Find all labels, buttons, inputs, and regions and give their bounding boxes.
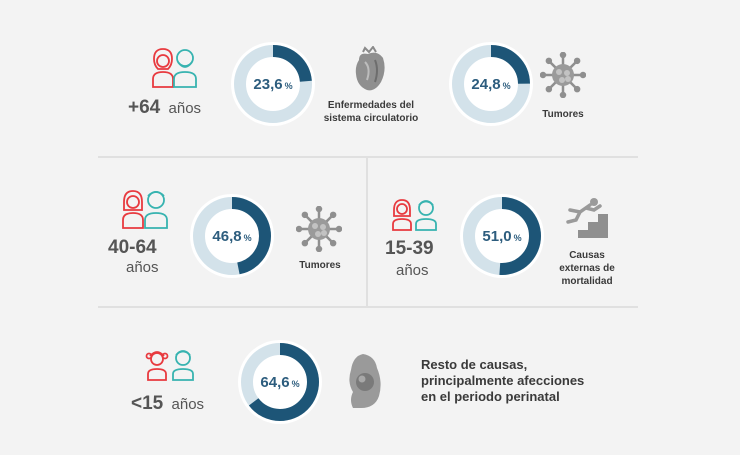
tumor-cell-icon <box>540 52 586 98</box>
cause-line: en el periodo perinatal <box>421 389 560 404</box>
age-label: <15 años <box>131 393 204 415</box>
age-unit: años <box>126 259 159 276</box>
percent-readout: 24,8% <box>447 40 535 128</box>
cause-label: Tumores <box>285 259 355 272</box>
percent-sign: % <box>243 232 252 243</box>
falling-person-icon <box>566 198 608 238</box>
cause-line: Enfermedades del <box>327 100 415 111</box>
percent-value: 51,0 <box>482 227 512 245</box>
donut-chart <box>231 42 315 126</box>
cause-line: Tumores <box>299 260 341 271</box>
young-couple-icon <box>392 199 437 231</box>
donut-chart <box>190 194 274 278</box>
cause-line: Resto de causas, <box>421 357 528 372</box>
cause-label: Enfermedades del sistema circulatorio <box>316 99 426 125</box>
donut-fill-arc <box>463 197 541 275</box>
age-value: <15 <box>131 393 164 414</box>
age-value: 15-39 <box>385 238 434 259</box>
cause-line: mortalidad <box>561 276 613 287</box>
pregnancy-icon <box>349 354 381 408</box>
cause-label: Resto de causas, principalmente afeccion… <box>421 357 631 405</box>
age-unit: años <box>171 396 205 413</box>
donut-fill-arc <box>234 45 312 123</box>
percent-value: 64,6 <box>260 373 290 391</box>
percent-readout: 46,8% <box>188 192 276 280</box>
age-label: +64 años <box>128 97 201 119</box>
donut-fill-arc <box>193 197 271 275</box>
age-unit: años <box>396 262 429 279</box>
children-icon <box>145 350 194 381</box>
adult-couple-icon <box>122 190 168 229</box>
divider-top <box>98 156 638 158</box>
cause-line: Causas <box>569 250 605 261</box>
cause-label: Causas externas de mortalidad <box>552 249 622 288</box>
donut-fill-arc <box>241 343 319 421</box>
percent-sign: % <box>502 80 511 91</box>
percent-sign: % <box>513 232 522 243</box>
divider-bottom <box>98 306 638 308</box>
percent-readout: 51,0% <box>458 192 546 280</box>
divider-middle-vertical <box>366 158 368 306</box>
donut-chart <box>460 194 544 278</box>
percent-value: 46,8 <box>212 227 242 245</box>
percent-readout: 64,6% <box>236 338 324 426</box>
tumor-cell-icon <box>296 206 342 252</box>
cause-line: externas de <box>559 263 615 274</box>
percent-value: 23,6 <box>253 75 283 93</box>
age-value: +64 <box>128 97 161 118</box>
percent-readout: 23,6% <box>229 40 317 128</box>
percent-value: 24,8 <box>471 75 501 93</box>
cause-line: sistema circulatorio <box>323 113 419 124</box>
elderly-couple-icon <box>152 48 197 88</box>
cause-line: Tumores <box>542 109 584 120</box>
cause-line: principalmente afecciones <box>421 373 585 388</box>
percent-sign: % <box>291 378 300 389</box>
heart-icon <box>355 46 385 91</box>
age-unit: años <box>168 100 202 117</box>
cause-label: Tumores <box>527 108 599 121</box>
donut-chart <box>238 340 322 424</box>
donut-chart <box>449 42 533 126</box>
percent-sign: % <box>284 80 293 91</box>
donut-fill-arc <box>452 45 530 123</box>
age-value: 40-64 <box>108 237 157 258</box>
